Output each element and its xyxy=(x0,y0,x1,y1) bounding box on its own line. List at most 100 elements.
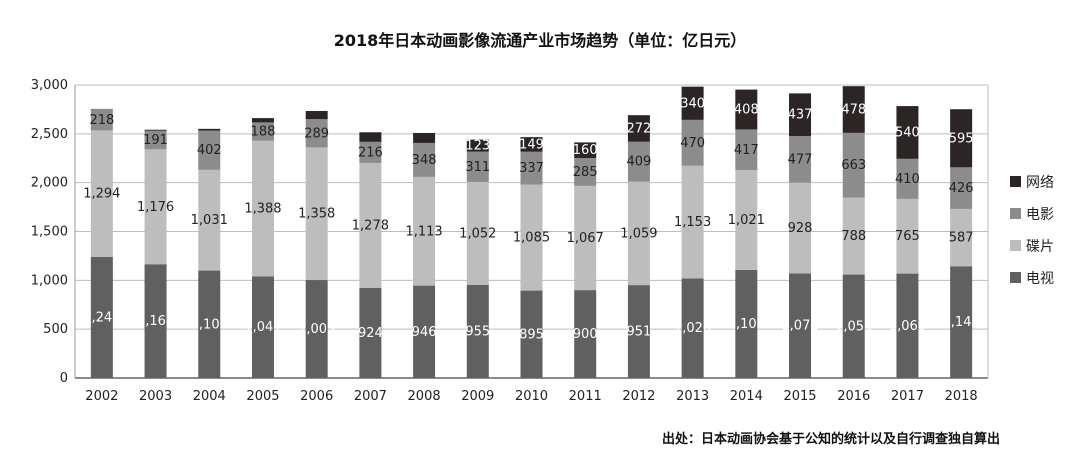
bar-segment xyxy=(144,129,167,131)
data-label: 900 xyxy=(573,327,598,342)
data-label: 402 xyxy=(197,143,222,158)
data-label: 98 xyxy=(362,120,379,135)
bar-segment xyxy=(574,185,597,291)
bar-segment xyxy=(681,119,704,166)
bar-segment xyxy=(681,86,704,120)
bar-segment xyxy=(359,132,382,142)
y-axis-ticks: 0 500 1,000 1,500 2,000 2,500 3,000 xyxy=(31,78,68,386)
data-label: 426 xyxy=(949,181,974,196)
bar-segment xyxy=(198,270,221,378)
bar-segment xyxy=(90,256,113,378)
data-label: 1,241 xyxy=(83,310,120,325)
data-label: 1,041 xyxy=(244,320,281,335)
data-label: 18 xyxy=(201,117,218,132)
bar-segment xyxy=(627,141,650,182)
bar-segment xyxy=(413,132,436,143)
bar-segment xyxy=(520,184,543,291)
y-tick-label: 500 xyxy=(43,322,68,337)
data-label: 1,388 xyxy=(244,202,281,217)
x-tick-label: 2002 xyxy=(85,389,118,404)
bar-segment xyxy=(520,290,543,378)
bar-segment xyxy=(789,136,812,183)
bar-segment xyxy=(896,198,919,274)
data-label: 1,067 xyxy=(567,231,604,246)
data-label: 84 xyxy=(308,99,325,114)
data-label: 289 xyxy=(304,126,329,141)
bar-segment xyxy=(413,285,436,378)
bar-segment xyxy=(735,129,758,171)
bar-segment xyxy=(627,285,650,378)
bar-segment xyxy=(681,165,704,279)
bar-segment xyxy=(842,86,865,133)
bar-segment xyxy=(305,110,328,120)
bar-segment xyxy=(305,147,328,281)
x-tick-label: 2014 xyxy=(730,389,763,404)
source-note: 出处：日本动画协会基于公知的统计以及自行调查独自算出 xyxy=(662,431,1000,447)
data-label: 408 xyxy=(734,103,759,118)
bar-segment xyxy=(789,273,812,378)
data-label: 2 xyxy=(98,97,106,112)
x-tick-label: 2008 xyxy=(408,389,441,404)
bar-segment xyxy=(627,115,650,142)
data-label: 285 xyxy=(573,165,598,180)
bar-segment xyxy=(90,109,113,131)
x-tick-label: 2009 xyxy=(461,389,494,404)
y-tick-label: 0 xyxy=(60,371,68,386)
bar-segment xyxy=(950,167,973,209)
x-tick-label: 2007 xyxy=(354,389,387,404)
data-label: 311 xyxy=(465,160,490,175)
y-tick-label: 2,000 xyxy=(31,176,68,191)
data-label: 1,176 xyxy=(137,200,174,215)
legend-swatch xyxy=(1010,176,1021,187)
data-label: 160 xyxy=(573,143,598,158)
bar-segment xyxy=(842,274,865,378)
bar-segment xyxy=(735,170,758,270)
legend-label: 网络 xyxy=(1026,175,1054,191)
data-label: 123 xyxy=(465,139,490,154)
data-label: 955 xyxy=(465,324,490,339)
y-tick-label: 1,000 xyxy=(31,273,68,288)
data-label: 765 xyxy=(895,229,920,244)
x-tick-label: 2018 xyxy=(945,389,978,404)
data-label: 1,100 xyxy=(191,317,228,332)
bar-segment xyxy=(198,169,221,271)
bar-segment xyxy=(359,287,382,378)
bar-segment xyxy=(627,181,650,286)
data-label: 191 xyxy=(143,133,168,148)
x-tick-label: 2003 xyxy=(139,389,172,404)
bar-segment xyxy=(359,141,382,163)
data-label: 188 xyxy=(251,125,276,140)
data-label: 340 xyxy=(680,96,705,111)
bar-segment xyxy=(466,151,489,182)
data-label: 663 xyxy=(841,158,866,173)
data-label: 437 xyxy=(788,108,813,123)
data-label: 924 xyxy=(358,326,383,341)
bar-segment xyxy=(950,109,973,168)
bar-segment xyxy=(950,266,973,378)
data-label: 587 xyxy=(949,231,974,246)
data-label: 44 xyxy=(255,106,272,121)
data-label: 1,059 xyxy=(835,319,872,334)
bar-segment xyxy=(896,106,919,159)
y-tick-label: 2,500 xyxy=(31,127,68,142)
data-label: 410 xyxy=(895,172,920,187)
data-label: 1,294 xyxy=(83,187,120,202)
legend-label: 电影 xyxy=(1026,207,1054,223)
bar-segment xyxy=(198,130,221,170)
data-label: 102 xyxy=(412,121,437,136)
data-label: 216 xyxy=(358,145,383,160)
data-label: 1,069 xyxy=(889,319,926,334)
data-label: 1,003 xyxy=(298,322,335,337)
data-label: 348 xyxy=(412,153,437,168)
x-tick-label: 2015 xyxy=(783,389,816,404)
data-label: 1,052 xyxy=(459,226,496,241)
x-tick-label: 2011 xyxy=(569,389,602,404)
bar-segment xyxy=(359,162,382,288)
bar-segment xyxy=(251,276,274,378)
bar-segment xyxy=(789,93,812,137)
bar-segment xyxy=(681,278,704,378)
data-label: 1,107 xyxy=(728,317,765,332)
